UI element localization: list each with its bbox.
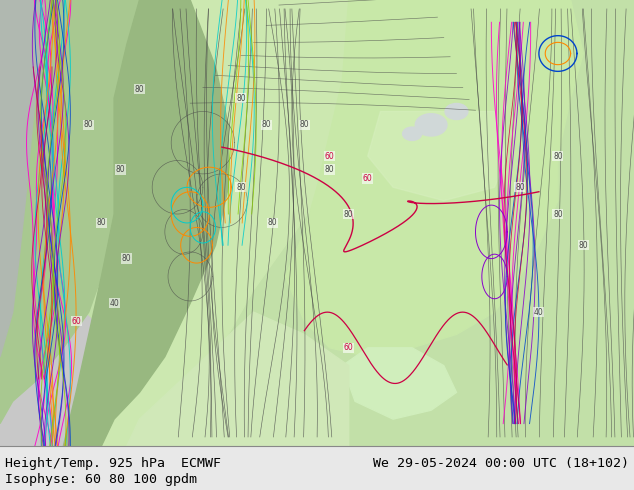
Text: 80: 80 [115,165,126,174]
Polygon shape [63,0,228,446]
Polygon shape [342,348,456,419]
Polygon shape [0,0,44,357]
Text: 80: 80 [268,219,278,227]
Text: 80: 80 [261,121,271,129]
Text: 80: 80 [553,151,563,161]
Text: 80: 80 [344,210,354,219]
Text: 80: 80 [325,165,335,174]
Circle shape [403,127,422,141]
Text: 60: 60 [71,317,81,325]
Text: 80: 80 [299,121,309,129]
Text: 80: 80 [134,85,145,94]
Text: 80: 80 [515,183,525,192]
Polygon shape [101,0,349,446]
Text: 60: 60 [325,151,335,161]
Polygon shape [285,0,583,357]
Text: 80: 80 [553,210,563,219]
Text: 40: 40 [534,308,544,317]
Polygon shape [127,312,349,446]
Text: 80: 80 [84,121,94,129]
Text: Height/Temp. 925 hPa  ECMWF: Height/Temp. 925 hPa ECMWF [5,457,221,470]
Text: 60: 60 [344,343,354,352]
Text: Isophyse: 60 80 100 gpdm: Isophyse: 60 80 100 gpdm [5,473,197,486]
Text: 60: 60 [363,174,373,183]
Circle shape [415,114,447,136]
Text: We 29-05-2024 00:00 UTC (18+102): We 29-05-2024 00:00 UTC (18+102) [373,457,629,470]
Polygon shape [25,0,634,446]
Circle shape [445,103,468,120]
Text: 80: 80 [122,254,132,263]
Polygon shape [0,0,165,423]
Text: 80: 80 [578,241,588,250]
Text: 80: 80 [236,183,246,192]
Polygon shape [368,112,507,201]
Text: 40: 40 [109,299,119,308]
Text: 80: 80 [96,219,107,227]
Text: 80: 80 [236,94,246,102]
